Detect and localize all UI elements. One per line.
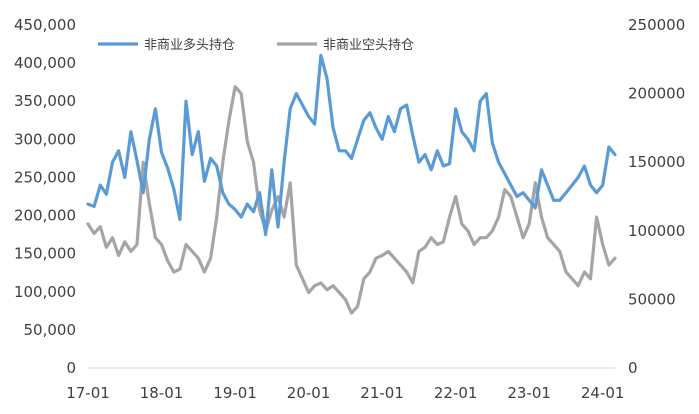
y-left-tick-label: 300,000	[14, 130, 76, 148]
y-right-tick-label: 150000	[628, 153, 685, 171]
x-tick-label: 20-01	[287, 384, 331, 402]
x-axis-ticks: 17-01 18-01 19-01 20-01 21-01 22-01 23-01 24-01	[66, 384, 624, 402]
y-left-tick-label: 100,000	[14, 283, 76, 301]
legend-label-0: 非商业多头持仓	[144, 37, 235, 53]
y-left-tick-label: 350,000	[14, 92, 76, 110]
series-line-1	[86, 85, 617, 315]
y-left-tick-label: 50,000	[24, 321, 77, 339]
y-right-tick-label: 250000	[628, 16, 685, 34]
y-axis-right-ticks: 0 50000 100000 150000 200000 250000	[628, 16, 685, 377]
y-right-tick-label: 200000	[628, 85, 685, 103]
x-tick-label: 19-01	[213, 384, 257, 402]
y-left-tick-label: 0	[66, 359, 76, 377]
y-left-tick-label: 200,000	[14, 207, 76, 225]
y-axis-left-ticks: 0 50,000 100,000 150,000 200,000 250,000 300,0…	[14, 16, 76, 377]
y-left-tick-label: 250,000	[14, 168, 76, 186]
x-tick-label: 18-01	[140, 384, 184, 402]
y-right-tick-label: 100000	[628, 222, 685, 240]
x-tick-label: 22-01	[434, 384, 478, 402]
series-line-0	[86, 53, 617, 237]
x-tick-label: 23-01	[507, 384, 551, 402]
legend: 非商业多头持仓 非商业空头持仓	[98, 37, 414, 53]
legend-label-1: 非商业空头持仓	[323, 38, 414, 53]
y-right-tick-label: 50000	[628, 290, 676, 308]
y-left-tick-label: 400,000	[14, 54, 76, 72]
series-lines	[86, 53, 617, 315]
y-right-tick-label: 0	[628, 359, 638, 377]
x-tick-label: 24-01	[581, 384, 625, 402]
x-tick-label: 21-01	[360, 384, 404, 402]
y-left-tick-label: 150,000	[14, 245, 76, 263]
x-tick-label: 17-01	[66, 384, 110, 402]
y-left-tick-label: 450,000	[14, 16, 76, 34]
